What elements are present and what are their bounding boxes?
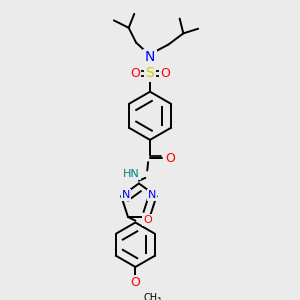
- Text: N: N: [122, 190, 130, 200]
- Text: S: S: [146, 66, 154, 80]
- Text: O: O: [160, 67, 170, 80]
- Text: O: O: [143, 215, 152, 225]
- Text: CH₃: CH₃: [143, 293, 161, 300]
- Text: O: O: [130, 276, 140, 289]
- Text: HN: HN: [123, 169, 140, 179]
- Text: O: O: [130, 67, 140, 80]
- Text: N: N: [148, 190, 156, 200]
- Text: O: O: [165, 152, 175, 165]
- Text: N: N: [145, 50, 155, 64]
